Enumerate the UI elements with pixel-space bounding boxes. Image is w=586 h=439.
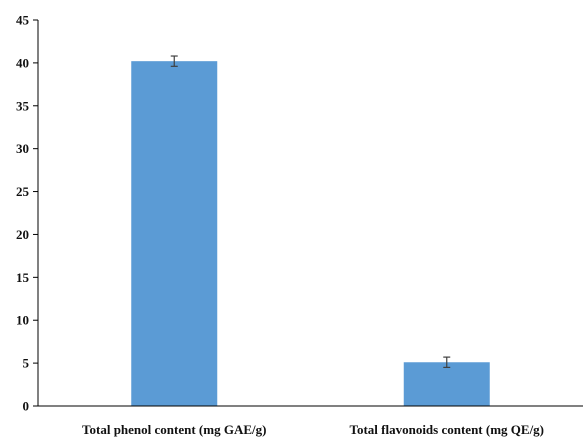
x-category-label: Total phenol content (mg GAE/g) (82, 422, 266, 437)
x-axis: Total phenol content (mg GAE/g) Total fla… (38, 405, 583, 437)
y-tick-label: 10 (16, 313, 29, 328)
y-tick-label: 45 (16, 13, 30, 28)
x-category-label: Total flavonoids content (mg QE/g) (349, 422, 544, 437)
y-tick-label: 40 (16, 55, 29, 70)
bar (403, 362, 490, 406)
bars (131, 61, 490, 406)
y-tick-label: 35 (16, 98, 30, 113)
y-tick-label: 25 (16, 184, 30, 199)
y-tick-label: 20 (16, 227, 29, 242)
y-tick-label: 30 (16, 141, 29, 156)
y-tick-label: 0 (23, 399, 30, 414)
bar (131, 61, 218, 406)
y-axis: 0 5 10 15 20 25 30 35 40 45 (16, 13, 39, 414)
error-bars (170, 55, 451, 368)
y-tick-label: 5 (23, 356, 30, 371)
y-tick-label: 15 (16, 270, 30, 285)
